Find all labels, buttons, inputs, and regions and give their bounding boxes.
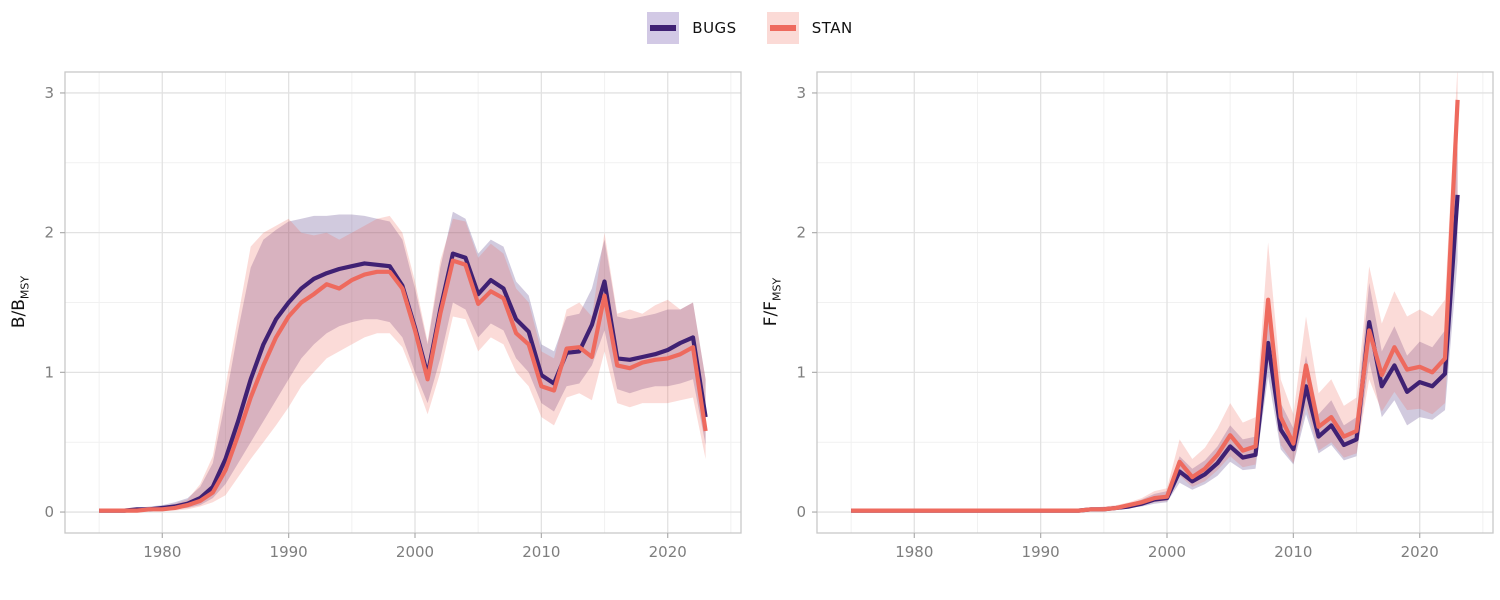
gridlines-minor-left — [65, 72, 741, 533]
y-tick-label-left-2: 2 — [44, 224, 54, 242]
x-tick-label-left-2010: 2010 — [522, 543, 560, 561]
x-tick-label-left-1980: 1980 — [143, 543, 181, 561]
panel-border-right — [816, 71, 1494, 534]
y-tick-label-right-0: 0 — [796, 503, 806, 521]
line-stan-left — [99, 258, 708, 513]
x-tick-label-left-1990: 1990 — [270, 543, 308, 561]
gridlines-minor-right — [817, 72, 1493, 533]
legend-item-bugs: BUGS — [647, 12, 736, 44]
y-axis-title-left: B/BMSY — [9, 222, 35, 382]
legend-key-stan — [766, 12, 799, 44]
ribbon-stan-right — [851, 72, 1458, 512]
legend-key-line-stan — [769, 25, 796, 31]
y-tick-label-right-2: 2 — [796, 224, 806, 242]
panel-border-left — [64, 71, 742, 534]
y-tick-label-left-3: 3 — [44, 84, 54, 102]
line-stan-right — [851, 99, 1460, 513]
legend: BUGS STAN — [0, 12, 1500, 44]
y-tick-label-left-1: 1 — [44, 363, 54, 381]
y-tick-label-left-0: 0 — [44, 503, 54, 521]
legend-item-stan: STAN — [766, 12, 853, 44]
y-axis-title-left-main: B/B — [9, 299, 29, 329]
x-tick-label-right-2020: 2020 — [1401, 543, 1439, 561]
legend-label-bugs: BUGS — [692, 19, 737, 37]
y-axis-title-right: F/FMSY — [761, 222, 787, 382]
y-tick-label-right-1: 1 — [796, 363, 806, 381]
axes-left: 1980 1990 2000 2010 2020 0 1 2 3 — [44, 84, 686, 561]
x-tick-label-left-2020: 2020 — [649, 543, 687, 561]
legend-key-line-bugs — [650, 25, 677, 31]
x-tick-label-right-1990: 1990 — [1022, 543, 1060, 561]
ribbon-stan-left — [99, 215, 706, 512]
y-axis-title-left-sub: MSY — [18, 275, 32, 300]
y-axis-title-right-main: F/F — [761, 300, 781, 327]
panel-right: 1980 1990 2000 2010 2020 0 1 2 3 — [796, 71, 1494, 561]
ribbon-bugs-left — [99, 211, 706, 512]
x-tick-label-right-2000: 2000 — [1148, 543, 1186, 561]
panel-left: 1980 1990 2000 2010 2020 0 1 2 3 — [44, 71, 742, 561]
axes-right: 1980 1990 2000 2010 2020 0 1 2 3 — [796, 84, 1438, 561]
legend-key-bugs — [647, 12, 680, 44]
y-tick-label-right-3: 3 — [796, 84, 806, 102]
x-tick-label-right-2010: 2010 — [1274, 543, 1312, 561]
x-tick-label-left-2000: 2000 — [396, 543, 434, 561]
legend-label-stan: STAN — [811, 19, 853, 37]
y-axis-title-right-sub: MSY — [770, 277, 784, 301]
x-tick-label-right-1980: 1980 — [895, 543, 933, 561]
